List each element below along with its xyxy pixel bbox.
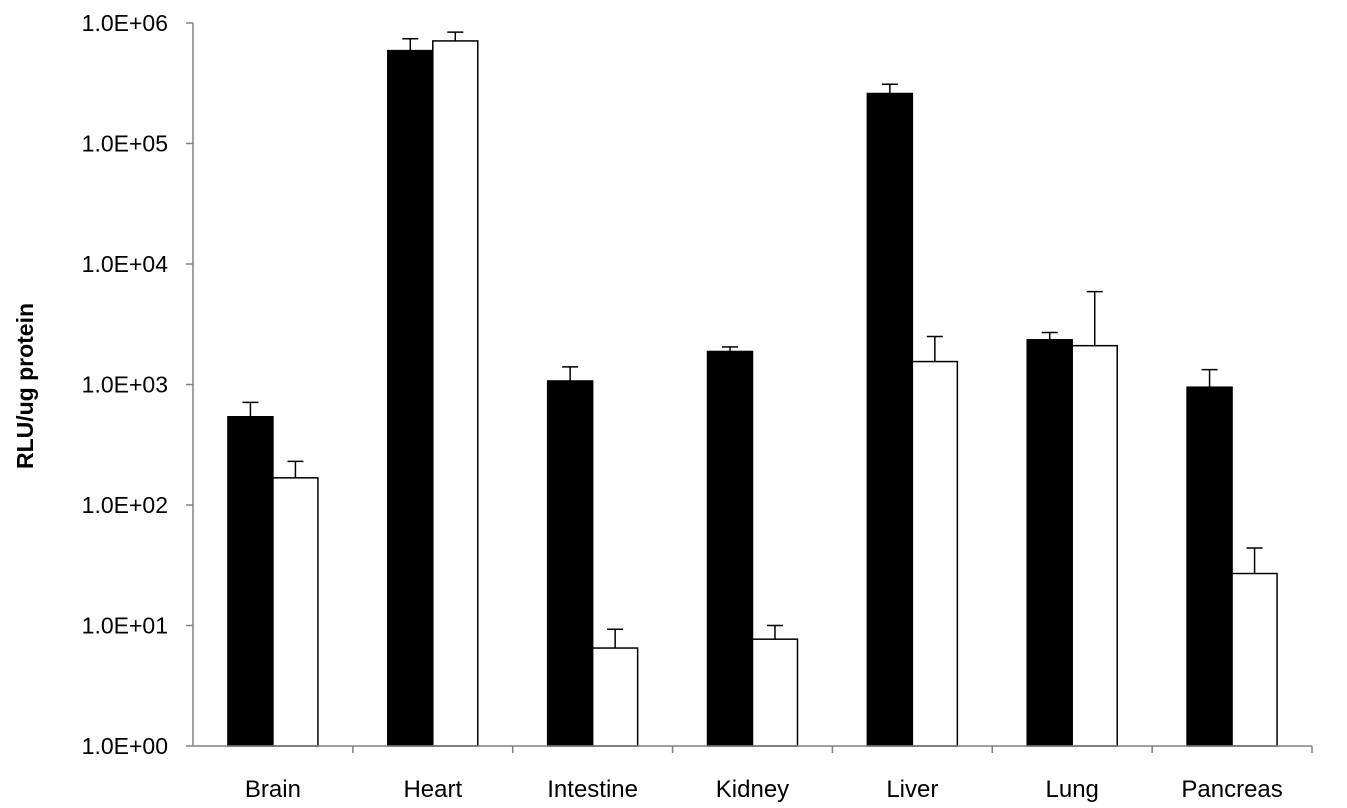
- y-axis-title: RLU/ug protein: [12, 303, 38, 469]
- category-label: Intestine: [547, 776, 638, 803]
- x-axis: Brain Heart Intestine Kidney Liver Lung Pancre…: [193, 745, 1313, 803]
- bar: [1231, 572, 1278, 747]
- bar: [272, 477, 319, 747]
- bar: [227, 415, 274, 747]
- bar: [706, 350, 754, 747]
- y-tick-label: 1.0E+02: [82, 492, 168, 518]
- bar: [751, 638, 799, 747]
- bar: [432, 40, 479, 747]
- category-label: Brain: [245, 776, 301, 803]
- y-tick-label: 1.0E+01: [82, 613, 168, 639]
- category-label: Liver: [886, 776, 938, 803]
- bars: [227, 31, 1278, 747]
- category-label: Heart: [403, 776, 462, 803]
- y-tick-label: 1.0E+03: [82, 372, 168, 398]
- bar: [591, 647, 639, 747]
- bar: [866, 92, 914, 747]
- bar: [387, 49, 434, 747]
- bar: [1071, 344, 1118, 747]
- bar: [1186, 386, 1233, 747]
- category-label: Pancreas: [1181, 776, 1282, 803]
- category-label: Kidney: [716, 776, 789, 803]
- y-tick-label: 1.0E+00: [82, 733, 168, 759]
- y-tick-label: 1.0E+06: [82, 10, 168, 36]
- category-label: Lung: [1046, 776, 1099, 803]
- bar: [911, 360, 959, 747]
- bar: [546, 380, 594, 747]
- y-tick-label: 1.0E+05: [82, 131, 168, 157]
- y-tick-label: 1.0E+04: [82, 251, 169, 277]
- y-axis: 1.0E+00 1.0E+01 1.0E+02 1.0E+03 1.0E+04 1.0E+…: [82, 10, 194, 759]
- bar: [1026, 339, 1073, 747]
